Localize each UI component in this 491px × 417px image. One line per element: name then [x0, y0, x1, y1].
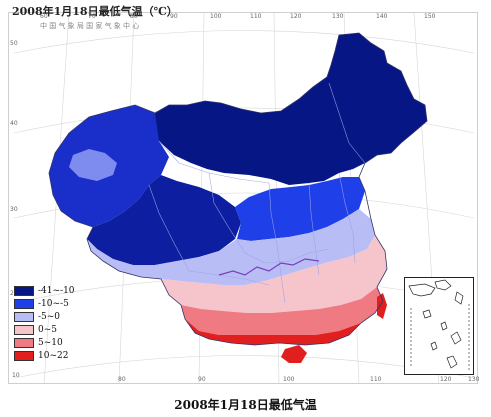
top-lon-label: 100: [210, 13, 222, 20]
lat-label: 20: [10, 290, 18, 297]
top-lon-label: 130: [332, 13, 344, 20]
map-subtitle: 中 国 气 象 局 国 家 气 象 中 心: [40, 22, 140, 30]
zone-taiwan: [377, 293, 387, 319]
legend-item: -10~-5: [14, 298, 100, 310]
legend-label: 5~10: [38, 338, 63, 348]
top-lon-label: 150: [424, 13, 436, 20]
legend-label: -10~-5: [38, 299, 69, 309]
top-lon-label: 80: [130, 13, 138, 20]
map-canvas: [13, 13, 475, 383]
top-lon-label: 60: [40, 13, 48, 20]
legend-item: -41~-10: [14, 285, 100, 297]
legend-swatch: [14, 299, 34, 309]
lat-label: 40: [10, 120, 18, 127]
legend-label: -41~-10: [38, 286, 75, 296]
top-lon-label: 140: [376, 13, 388, 20]
zone-minus41-to-minus10: [151, 33, 427, 185]
lon-label: 130: [468, 376, 480, 383]
south-china-sea-inset: [404, 277, 474, 375]
lat-label: 30: [10, 206, 18, 213]
river: [218, 258, 320, 276]
legend-item: 5~10: [14, 337, 100, 349]
figure-caption: 2008年1月18日最低气温: [174, 398, 317, 412]
zone-5-to-10: [181, 287, 383, 335]
country-outline: [48, 32, 428, 346]
legend-label: 0~5: [38, 325, 57, 335]
zone-northwest-light: [69, 149, 117, 181]
temperature-map: [8, 12, 478, 384]
top-lon-label: 90: [170, 13, 178, 20]
legend-swatch: [14, 325, 34, 335]
legend-label: -5~0: [38, 312, 61, 322]
lon-label: 100: [283, 376, 295, 383]
legend-swatch: [14, 312, 34, 322]
legend-item: -5~0: [14, 311, 100, 323]
legend: -41~-10 -10~-5 -5~0 0~5 5~10 10~22: [14, 285, 100, 363]
top-lon-label: 110: [250, 13, 262, 20]
zone-tibet: [87, 175, 241, 265]
lon-label: 120: [440, 376, 452, 383]
zone-minus10-to-minus5: [235, 177, 365, 241]
lat-label: 10: [12, 372, 20, 379]
inset-map: [408, 279, 470, 370]
legend-swatch: [14, 286, 34, 296]
temperature-zones: [49, 33, 427, 363]
lon-label: 90: [198, 376, 206, 383]
legend-label: 10~22: [38, 351, 69, 361]
legend-item: 10~22: [14, 350, 100, 362]
lat-label: 50: [10, 40, 18, 47]
legend-swatch: [14, 338, 34, 348]
legend-swatch: [14, 351, 34, 361]
top-lon-label: 120: [290, 13, 302, 20]
zone-0-to-5: [161, 235, 387, 313]
zone-10-to-22: [185, 319, 361, 345]
legend-item: 0~5: [14, 324, 100, 336]
lon-label: 80: [118, 376, 126, 383]
map-title: 2008年1月18日最低气温（℃）: [12, 5, 178, 18]
zone-minus5-to-0: [87, 209, 375, 285]
lon-label: 110: [370, 376, 382, 383]
zone-hainan: [281, 345, 307, 363]
province-boundaries: [148, 82, 366, 304]
top-lon-label: 70: [88, 13, 96, 20]
